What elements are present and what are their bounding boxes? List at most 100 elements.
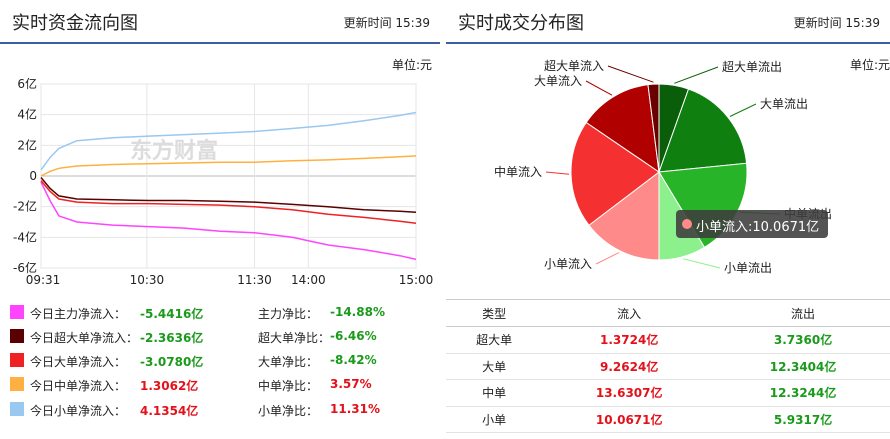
capital-flow-header: 实时资金流向图 更新时间 15:39	[0, 0, 440, 44]
legend-row: 今日主力净流入： -5.4416亿 主力净比： -14.88%	[0, 301, 440, 323]
pie-tooltip: 小单流入:10.0671亿	[676, 210, 828, 238]
legend-ratio-label: 大单净比：	[258, 355, 319, 369]
table-row: 超大单 1.3724亿 3.7360亿	[446, 326, 890, 354]
legend-ratio-label: 小单净比：	[258, 404, 319, 418]
capital-flow-title: 实时资金流向图	[12, 13, 138, 34]
updated-label: 更新时间	[343, 16, 392, 30]
legend-label: 今日大单净流入：	[30, 355, 127, 369]
pie-leader-line	[674, 66, 719, 84]
y-tick-label: 4亿	[17, 107, 37, 122]
x-tick-label: 10:30	[130, 273, 165, 287]
table-header-row: 类型 流入 流出	[446, 299, 890, 327]
y-tick-label: -6亿	[13, 260, 37, 275]
legend-row: 今日超大单净流入： -2.3636亿 超大单净比： -6.46%	[0, 325, 440, 347]
pie-slice[interactable]	[647, 83, 660, 173]
table-row: 中单 13.6307亿 12.3244亿	[446, 379, 890, 407]
pie-leader-line	[729, 103, 757, 117]
trade-distribution-updated: 更新时间 15:39	[794, 14, 880, 31]
row-inflow: 10.0671亿	[542, 406, 717, 433]
pie-slice[interactable]	[570, 121, 660, 226]
legend-ratio-value: -14.88%	[330, 305, 385, 319]
y-tick-label: 6亿	[17, 76, 37, 91]
table-row: 小单 10.0671亿 5.9317亿	[446, 406, 890, 433]
row-outflow: 3.7360亿	[716, 326, 890, 354]
y-tick-label: 0	[29, 169, 37, 183]
legend-row: 今日小单净流入： 4.1354亿 小单净比： 11.31%	[0, 398, 440, 420]
legend-ratio-value: 3.57%	[330, 377, 372, 391]
pie-slice[interactable]	[658, 88, 748, 173]
legend-ratio-label: 主力净比：	[258, 307, 319, 321]
legend-value: 4.1354亿	[140, 404, 199, 418]
legend-swatch	[10, 377, 24, 391]
updated-time: 15:39	[845, 16, 880, 30]
row-type: 超大单	[446, 326, 543, 354]
legend-value: -5.4416亿	[140, 307, 204, 321]
row-type: 中单	[446, 379, 543, 407]
legend-row: 今日中单净流入： 1.3062亿 中单净比： 3.57%	[0, 373, 440, 395]
series-line	[40, 155, 417, 177]
trade-stats-table: 类型 流入 流出 超大单 1.3724亿 3.7360亿 大单 9.2624亿 …	[446, 299, 890, 433]
legend-value: -3.0780亿	[140, 355, 204, 369]
legend-label: 今日超大单净流入：	[30, 331, 139, 345]
capital-flow-updated: 更新时间 15:39	[344, 14, 430, 31]
table-header: 流出	[716, 299, 890, 327]
updated-time: 15:39	[395, 16, 430, 30]
capital-flow-unit: 单位:元	[391, 58, 432, 72]
pie-leader-line	[545, 171, 570, 175]
row-type: 大单	[446, 353, 543, 380]
updated-label: 更新时间	[793, 16, 842, 30]
series-line	[40, 111, 417, 171]
capital-flow-panel: 实时资金流向图 更新时间 15:39 单位:元 东方财富 6亿 4亿 2亿 0 -2亿 -…	[0, 0, 440, 439]
row-outflow: 12.3404亿	[716, 353, 890, 380]
pie-slice-label: 大单流出	[760, 97, 808, 111]
x-tick-label: 14:00	[291, 273, 326, 287]
pie-leader-line	[682, 258, 721, 269]
legend-row: 今日大单净流入： -3.0780亿 大单净比： -8.42%	[0, 349, 440, 371]
pie-slice-label: 超大单流出	[722, 59, 782, 74]
row-outflow: 12.3244亿	[716, 379, 890, 407]
trade-distribution-pie-chart: 超大单流出大单流出中单流出小单流出小单流入中单流入大单流入超大单流入	[494, 58, 832, 275]
legend-ratio-value: -8.42%	[330, 353, 377, 367]
pie-slice-label: 小单流入	[544, 257, 592, 271]
legend-swatch	[10, 402, 24, 416]
legend-label: 今日主力净流入：	[30, 307, 127, 321]
pie-slice-label: 超大单流入	[544, 58, 604, 73]
table-header: 类型	[446, 299, 543, 327]
pie-leader-line	[607, 65, 654, 83]
y-tick-label: -2亿	[13, 199, 37, 214]
series-line	[40, 181, 417, 261]
legend-value: 1.3062亿	[140, 379, 199, 393]
x-tick-label: 09:31	[26, 273, 61, 287]
trade-distribution-title: 实时成交分布图	[458, 13, 584, 34]
pie-slice-label: 中单流入	[494, 164, 542, 179]
row-inflow: 13.6307亿	[542, 379, 717, 407]
y-tick-label: -4亿	[13, 229, 37, 244]
legend-value: -2.3636亿	[140, 331, 204, 345]
tooltip-text: 小单流入:10.0671亿	[696, 220, 820, 235]
capital-flow-line-chart: 东方财富 6亿 4亿 2亿 0 -2亿 -4亿 -6亿 09:31 10:30 11:30 14:…	[13, 76, 434, 287]
legend-swatch	[10, 329, 24, 343]
x-tick-label: 11:30	[237, 273, 272, 287]
row-inflow: 9.2624亿	[542, 353, 717, 380]
table-row: 大单 9.2624亿 12.3404亿	[446, 353, 890, 380]
legend-label: 今日小单净流入：	[30, 404, 127, 418]
trade-distribution-header: 实时成交分布图 更新时间 15:39	[446, 0, 890, 44]
y-tick-label: 2亿	[17, 137, 37, 152]
x-tick-label: 15:00	[399, 273, 434, 287]
pie-slice[interactable]	[585, 84, 660, 174]
table-header: 流入	[542, 299, 717, 327]
row-inflow: 1.3724亿	[542, 326, 717, 354]
legend-ratio-label: 超大单净比：	[258, 331, 331, 345]
tooltip-dot-icon	[682, 219, 692, 229]
watermark-text: 东方财富	[130, 138, 218, 164]
legend-label: 今日中单净流入：	[30, 379, 127, 393]
pie-leader-line	[595, 252, 620, 265]
pie-slice[interactable]	[588, 170, 660, 261]
legend-ratio-label: 中单净比：	[258, 379, 319, 393]
series-line	[40, 177, 417, 213]
legend-ratio-value: -6.46%	[330, 329, 377, 343]
pie-slice-label: 小单流出	[724, 261, 772, 275]
pie-slice-label: 大单流入	[534, 74, 582, 88]
row-outflow: 5.9317亿	[716, 406, 890, 433]
pie-leader-line	[585, 80, 613, 96]
